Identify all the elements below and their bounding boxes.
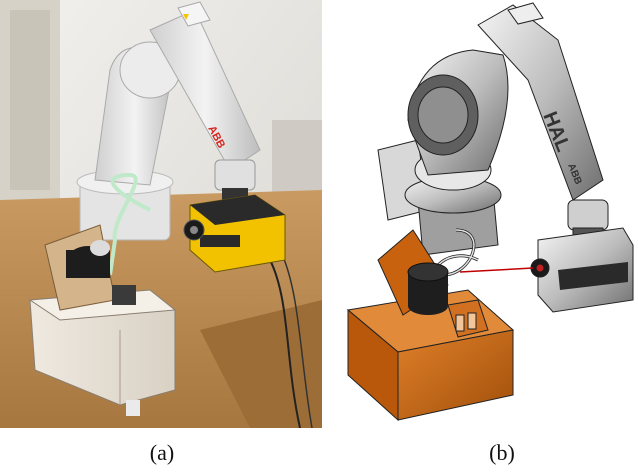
caption-a: (a) — [149, 440, 175, 465]
cad-robot-render: HAL ABB — [346, 2, 634, 422]
cad-camera — [530, 227, 634, 313]
cad-cylinder — [407, 262, 449, 315]
caption-b: (b) — [489, 440, 515, 465]
cad-panel: HAL ABB — [328, 0, 638, 428]
photo-robot-setup: ABB — [0, 0, 322, 428]
laser-line — [459, 267, 534, 273]
cylinder-sensor — [66, 240, 110, 278]
photo-panel: ABB — [0, 0, 322, 428]
camera-sensor — [183, 194, 286, 273]
